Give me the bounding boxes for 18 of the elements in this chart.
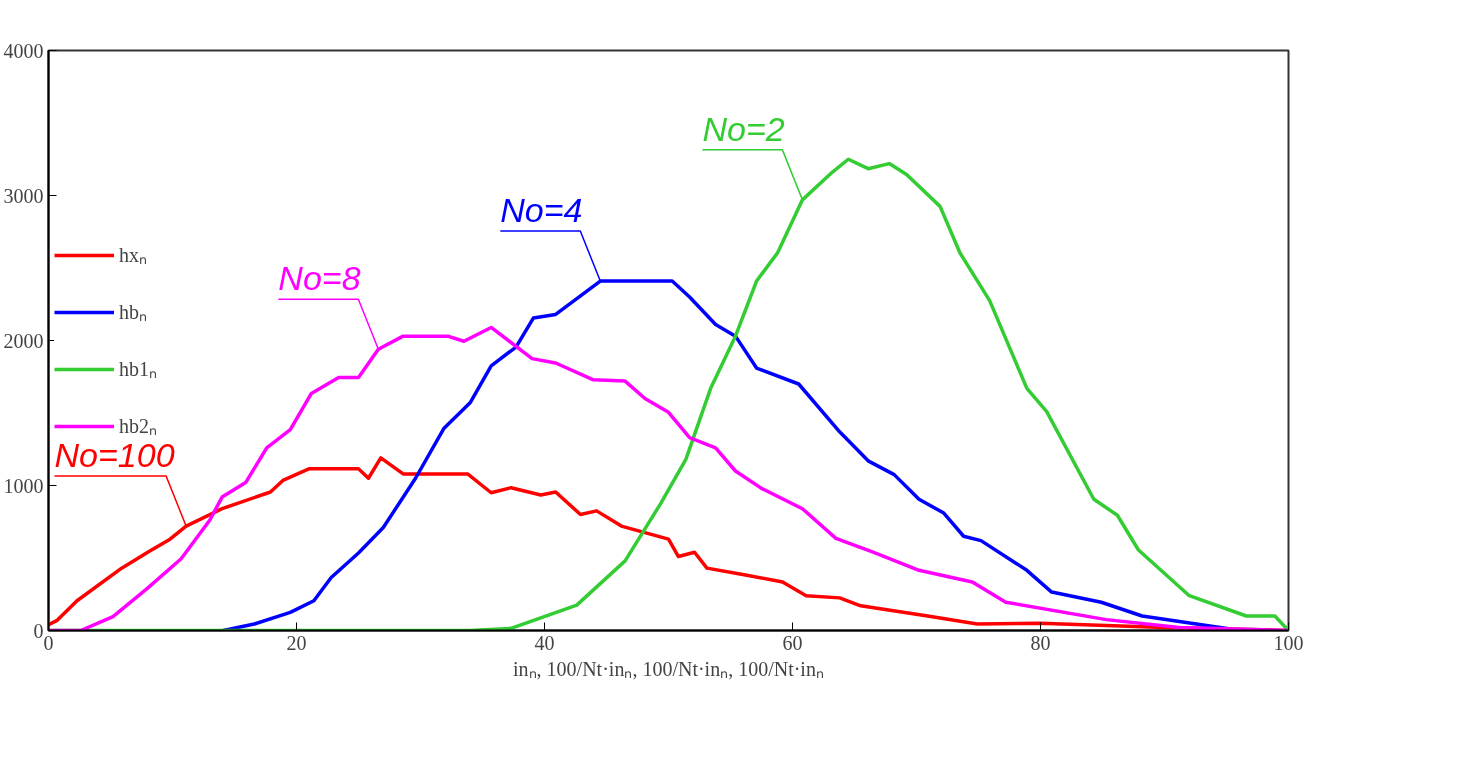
y-tick-label: 2000 [3, 329, 44, 352]
legend-label: hbₙ [119, 300, 147, 325]
x-tick-label: 80 [1030, 631, 1051, 654]
x-tick-label: 20 [286, 631, 307, 654]
x-tick-label: 60 [782, 631, 803, 654]
annotation: No=4 [500, 191, 583, 230]
annotation: No=8 [278, 259, 361, 298]
x-tick-label: 40 [534, 631, 555, 654]
y-tick-label: 4000 [3, 39, 44, 62]
annotation: No=100 [54, 436, 175, 475]
y-tick-label: 3000 [3, 184, 44, 207]
legend-label: hb1ₙ [119, 357, 157, 382]
legend-label: hxₙ [119, 243, 147, 268]
legend-label: hb2ₙ [119, 414, 157, 439]
x-axis-title: inₙ, 100/Nt·inₙ, 100/Nt·inₙ, 100/Nt·inₙ [513, 657, 824, 680]
x-tick-label: 100 [1273, 631, 1304, 654]
annotation: No=2 [702, 109, 785, 148]
y-tick-label: 1000 [3, 474, 44, 497]
